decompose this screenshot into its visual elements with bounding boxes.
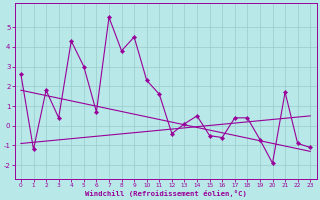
X-axis label: Windchill (Refroidissement éolien,°C): Windchill (Refroidissement éolien,°C) [85,190,246,197]
